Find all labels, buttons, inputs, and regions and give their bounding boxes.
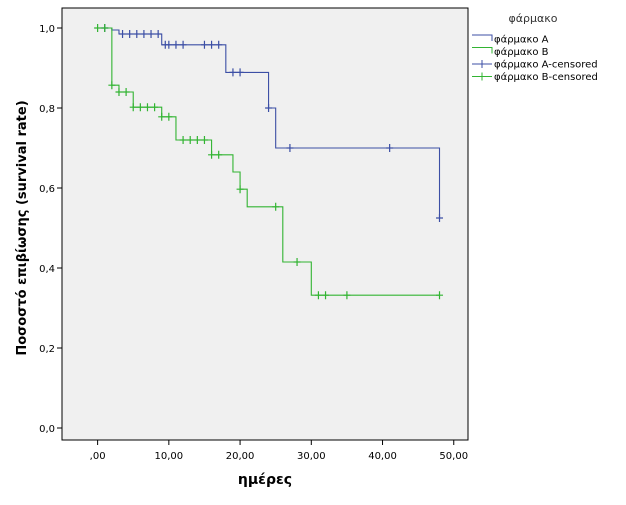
censor-marker-2 (314, 291, 322, 300)
censor-marker-2 (193, 136, 201, 144)
censor-marker-1 (236, 68, 244, 77)
legend-swatch (472, 47, 493, 54)
legend-swatch (472, 60, 492, 68)
censor-marker-2 (94, 24, 102, 32)
censor-marker-2 (322, 291, 330, 300)
y-tick-label: 0,8 (39, 104, 55, 115)
censor-marker-1 (133, 30, 141, 38)
x-tick-label: ,00 (90, 451, 106, 462)
censor-marker-2 (101, 24, 109, 32)
censor-marker-1 (200, 40, 208, 49)
y-axis-ticks: 0,0 0,2 0,4 0,6 0,8 1,0 (39, 24, 62, 435)
censor-marker-2 (215, 150, 223, 159)
plot-area (61, 7, 469, 441)
censor-marker-2 (115, 88, 123, 96)
censor-marker-1 (140, 30, 148, 38)
censor-marker-1 (165, 40, 173, 49)
x-axis-ticks: ,00 10,00 20,00 30,00 40,00 50,00 (90, 440, 468, 462)
censor-marker-1 (126, 30, 134, 38)
legend-label: φάρμακο A-censored (494, 59, 598, 71)
y-tick-label: 0,2 (39, 344, 55, 355)
x-tick-label: 50,00 (439, 451, 468, 462)
censor-markers (94, 24, 444, 300)
censor-marker-2 (136, 103, 144, 112)
censor-marker-2 (151, 103, 159, 112)
y-tick-label: 1,0 (39, 24, 55, 35)
legend-label: φάρμακο B-censored (494, 71, 598, 83)
censor-marker-2 (343, 291, 351, 300)
censor-marker-2 (293, 258, 301, 266)
censor-marker-1 (179, 40, 187, 49)
censor-marker-2 (208, 150, 216, 159)
series-line-1 (97, 27, 441, 218)
censor-marker-2 (179, 136, 187, 144)
censor-marker-1 (208, 40, 216, 49)
legend-label: φάρμακο A (494, 34, 549, 46)
censor-marker-2 (186, 136, 194, 144)
censor-marker-1 (119, 30, 127, 38)
censor-marker-1 (229, 68, 237, 77)
censor-marker-2 (200, 136, 208, 144)
censor-marker-2 (158, 112, 166, 121)
x-tick-label: 10,00 (155, 451, 184, 462)
censor-marker-1 (286, 144, 294, 152)
y-axis-label: Ποσοστό επιβίωσης (survival rate) (15, 100, 30, 355)
censor-marker-1 (147, 30, 155, 38)
x-tick-label: 40,00 (368, 451, 397, 462)
censor-marker-1 (265, 104, 273, 112)
censor-marker-2 (165, 112, 173, 121)
censor-marker-2 (122, 88, 130, 96)
censor-marker-2 (436, 291, 444, 300)
censor-marker-1 (154, 30, 162, 38)
censor-marker-2 (236, 185, 244, 194)
legend-swatch (472, 72, 492, 81)
legend-label: φάρμακο B (494, 46, 549, 58)
x-tick-label: 30,00 (297, 451, 326, 462)
censor-marker-1 (215, 40, 223, 49)
censor-marker-1 (436, 214, 444, 222)
y-tick-label: 0,4 (39, 264, 55, 275)
censor-marker-1 (386, 144, 394, 152)
y-tick-label: 0,0 (39, 424, 55, 435)
censor-marker-2 (129, 103, 137, 112)
y-tick-label: 0,6 (39, 184, 55, 195)
x-tick-label: 20,00 (226, 451, 255, 462)
censor-marker-2 (143, 103, 151, 112)
x-axis-label: ημέρες (238, 472, 292, 488)
censor-marker-2 (108, 81, 116, 90)
legend-title: φάρμακο (509, 12, 558, 25)
censor-marker-2 (272, 202, 280, 211)
censor-marker-1 (172, 40, 180, 49)
legend-swatch (472, 34, 493, 41)
